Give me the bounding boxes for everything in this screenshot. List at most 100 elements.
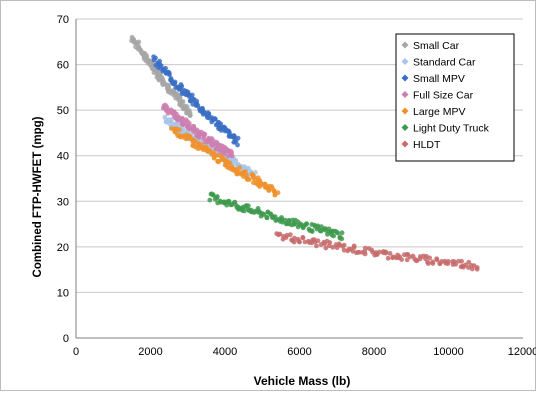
x-tick-label: 0 [73,346,79,358]
data-point [399,257,405,263]
data-point [331,233,336,239]
data-point [459,258,465,264]
legend-marker [401,74,409,82]
y-tick-labels: 0 10 20 30 40 50 60 70 [57,14,69,345]
x-tick-label: 8000 [362,346,386,358]
data-point [226,198,232,204]
data-point [314,243,319,249]
data-point [304,221,309,226]
data-point [168,118,174,124]
data-point [184,104,190,110]
data-point [323,245,329,251]
legend-label: Small MPV [413,73,465,85]
data-point [266,187,272,193]
data-point [158,63,164,69]
data-point [201,133,207,138]
y-tick-label: 50 [57,105,69,117]
data-point [241,208,247,214]
data-point [172,79,178,85]
series-small-mpv [151,54,241,148]
series-small-car [129,34,193,118]
legend: Small Car Standard Car Small MPV Full Size … [395,33,515,162]
y-tick-label: 40 [57,151,69,163]
legend-label: Standard Car [413,57,476,69]
data-point [227,160,232,166]
data-point [186,108,192,114]
data-point [180,128,186,134]
data-point [179,83,185,89]
series-layer [129,34,480,272]
y-tick-label: 0 [63,333,69,345]
data-point [315,238,321,244]
data-point [362,251,368,257]
data-point [362,245,368,251]
data-point [166,71,172,77]
x-axis-label: Vehicle Mass (lb) [254,374,351,388]
data-point [207,148,213,154]
data-point [187,113,193,118]
legend-label: Full Size Car [413,90,474,102]
legend-marker [401,58,409,65]
data-point [186,121,192,126]
data-point [390,255,395,261]
data-point [180,99,186,104]
data-point [339,230,345,236]
data-point [334,229,340,235]
data-point [246,177,252,182]
x-tick-label: 4000 [213,346,237,358]
y-tick-label: 70 [57,14,69,26]
data-point [287,232,293,238]
legend-marker [401,41,409,49]
y-tick-label: 10 [57,287,69,299]
legend-marker [401,107,409,115]
data-point [283,235,289,240]
data-point [210,192,216,198]
data-point [212,116,218,122]
legend-marker [401,124,409,131]
data-point [264,215,270,221]
data-point [199,105,205,111]
data-point [245,203,251,209]
legend-items: Small Car Standard Car Small MPV Full Size … [401,40,490,151]
legend-marker [401,91,409,98]
legend-label: Large MPV [413,106,466,118]
data-point [387,250,393,256]
data-point [177,95,183,101]
data-point [385,255,391,261]
data-point [322,226,328,231]
data-point [157,58,163,64]
data-point [356,249,362,255]
data-point [218,121,224,127]
data-point [341,242,347,248]
data-point [330,244,336,250]
data-point [174,111,179,117]
data-point [207,197,213,203]
data-point [339,236,345,242]
data-point [309,229,315,234]
x-tick-label: 12000 [508,346,536,358]
data-point [277,231,283,237]
data-point [291,221,297,227]
data-point [195,103,201,109]
data-point [383,249,389,255]
data-point [427,255,433,261]
legend-label: HLDT [413,139,441,151]
x-tick-labels: 0 2000 4000 6000 8000 10000 12000 [73,346,536,358]
data-point [300,235,306,240]
data-point [244,172,249,178]
data-point [376,249,382,255]
series-full-size-car [160,102,235,159]
legend-box [395,33,515,162]
data-point [466,259,472,265]
data-point [453,261,459,267]
legend-marker [401,140,409,148]
data-point [161,67,167,72]
x-tick-label: 10000 [433,346,464,358]
data-point [430,261,436,266]
series-hldt [274,231,480,272]
data-point [185,91,191,97]
data-point [286,218,292,224]
data-point [176,127,182,133]
data-point [315,224,321,230]
y-axis-label: Combined FTP-HWFET (mpg) [32,116,44,277]
